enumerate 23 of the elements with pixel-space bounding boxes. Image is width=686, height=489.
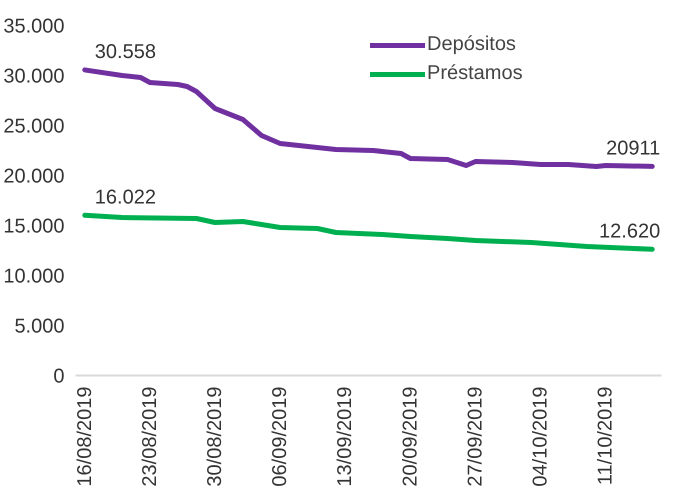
x-tick-label: 06/09/2019	[269, 386, 292, 487]
y-tick-label: 5.000	[14, 316, 65, 338]
y-tick-label: 15.000	[3, 216, 64, 238]
x-tick-label: 13/09/2019	[334, 386, 356, 487]
data-label: 12.620	[599, 220, 660, 242]
x-tick-label: 20/09/2019	[399, 386, 422, 487]
data-label: 16.022	[94, 186, 156, 208]
x-tick-label: 11/10/2019	[594, 386, 617, 486]
y-tick-label: 20.000	[3, 166, 64, 188]
y-tick-label: 10.000	[3, 266, 64, 288]
y-tick-label: 30.000	[3, 66, 64, 88]
x-tick-label: 04/10/2019	[530, 386, 552, 487]
legend-label: Préstamos	[427, 62, 523, 85]
x-tick-label: 16/08/2019	[74, 386, 96, 487]
y-tick-label: 35.000	[3, 16, 64, 38]
data-label: 30.558	[94, 40, 156, 63]
x-tick-label: 27/09/2019	[464, 386, 486, 487]
x-tick-label: 30/08/2019	[204, 386, 226, 487]
y-tick-label: 25.000	[3, 116, 64, 138]
data-label: 20911	[606, 137, 660, 160]
legend-label: Depósitos	[427, 33, 516, 56]
x-tick-label: 23/08/2019	[138, 386, 161, 487]
y-tick-label: 0	[53, 366, 64, 388]
